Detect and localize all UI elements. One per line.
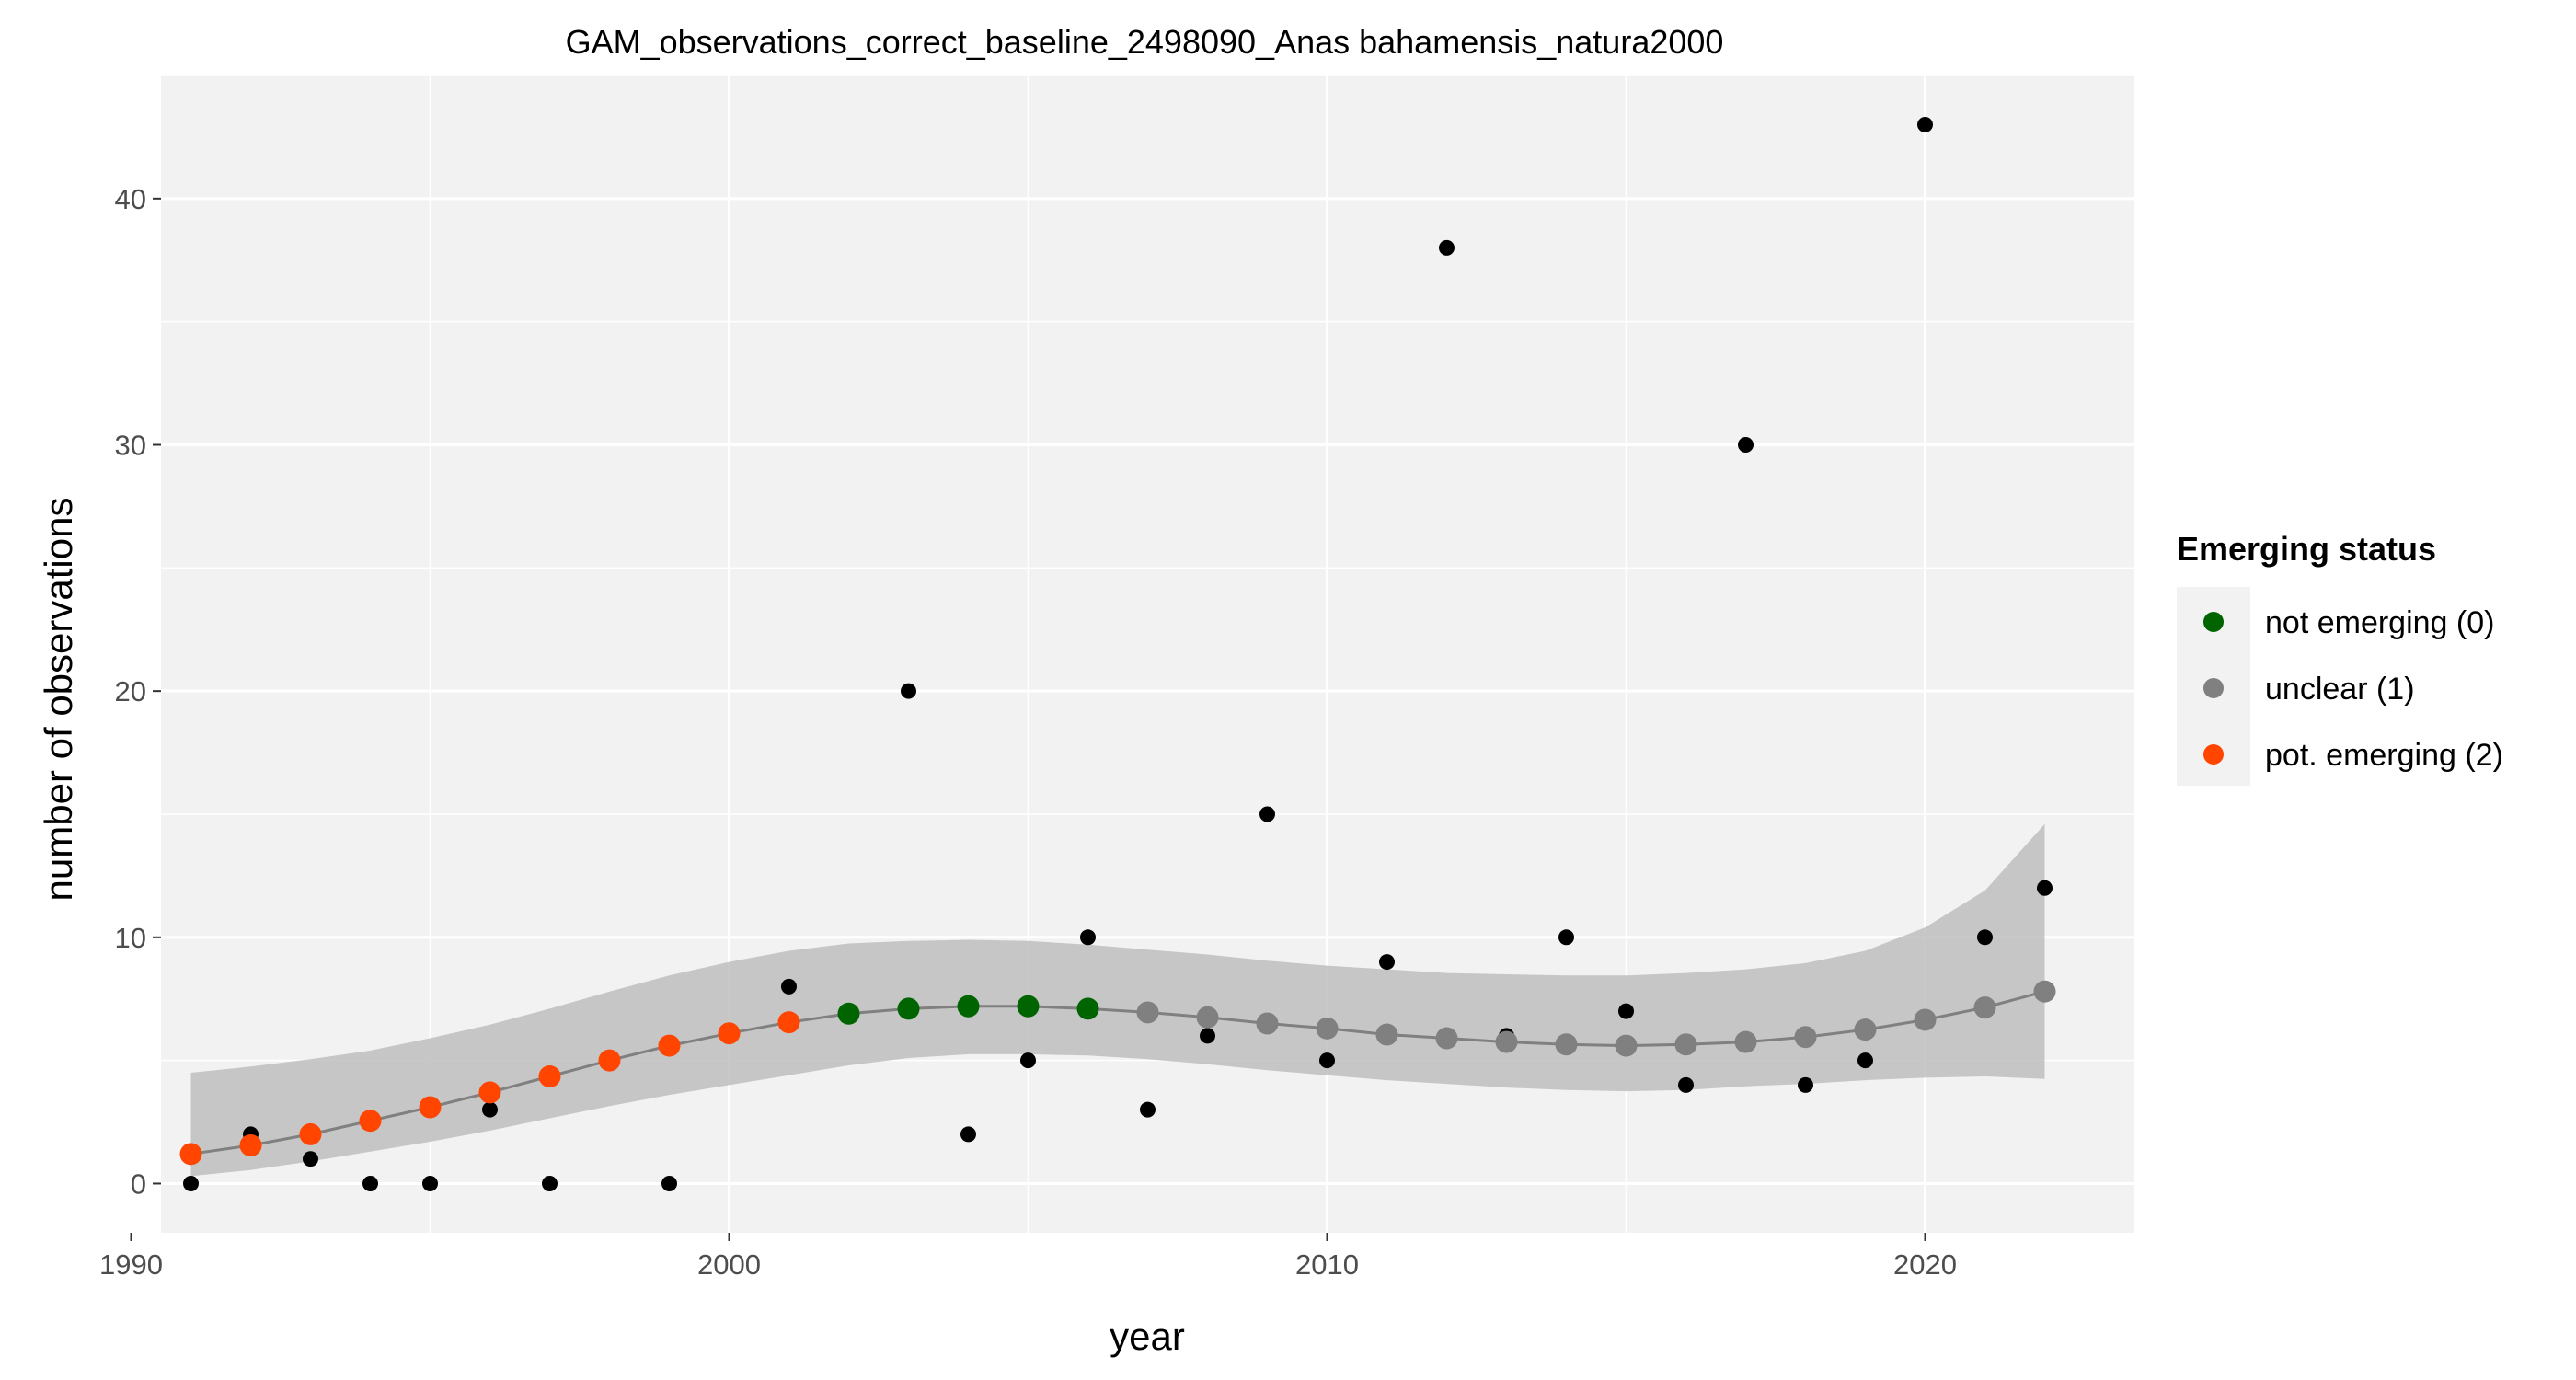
x-tick-label: 1990 [99, 1248, 163, 1281]
observation-point [901, 683, 916, 699]
x-tick-label: 2010 [1295, 1248, 1359, 1281]
fit-point [1076, 997, 1099, 1020]
fit-point [1495, 1030, 1518, 1053]
observation-point [362, 1175, 378, 1191]
observation-point [183, 1175, 199, 1191]
x-tick-label: 2000 [697, 1248, 761, 1281]
observation-point [1618, 1003, 1634, 1019]
x-axis: 1990 2000 2010 2020 [99, 1233, 1957, 1281]
fit-point [2033, 980, 2056, 1003]
fit-point [1674, 1033, 1697, 1056]
fit-point [1973, 996, 1996, 1019]
plot-title: GAM_observations_correct_baseline_249809… [566, 23, 1724, 61]
legend-key-dot [2203, 678, 2224, 698]
fit-point [179, 1143, 202, 1166]
fit-point [419, 1096, 442, 1119]
legend-entry-label: pot. emerging (2) [2265, 738, 2503, 773]
fit-point [478, 1081, 501, 1104]
observation-point [1558, 929, 1574, 946]
observation-point [482, 1101, 498, 1118]
observation-point [1977, 929, 1993, 946]
observation-point [781, 978, 797, 995]
legend-entry-label: not emerging (0) [2265, 605, 2494, 640]
observation-point [1140, 1101, 1156, 1118]
y-axis: 0 10 20 30 40 [115, 183, 161, 1200]
fit-point [1854, 1018, 1877, 1041]
fit-point [239, 1133, 262, 1156]
fit-point [1555, 1033, 1578, 1056]
fit-point [598, 1049, 621, 1072]
y-tick-label: 0 [131, 1167, 146, 1200]
fit-point [1794, 1026, 1817, 1049]
x-axis-title: year [1110, 1315, 1185, 1358]
fit-point [1196, 1006, 1219, 1029]
fit-point [1435, 1027, 1458, 1050]
observation-point [1200, 1028, 1215, 1044]
fit-point [897, 997, 920, 1020]
fit-point [1316, 1017, 1339, 1040]
observation-point [1379, 954, 1395, 971]
y-tick-label: 30 [115, 429, 146, 461]
observation-point [1020, 1052, 1036, 1069]
legend-entries: not emerging (0) unclear (1) pot. emerging… [2203, 605, 2503, 773]
observation-point [661, 1175, 677, 1191]
observation-point [422, 1175, 438, 1191]
observation-point [1798, 1076, 1813, 1093]
legend-entry-label: unclear (1) [2265, 672, 2415, 707]
observation-point [303, 1151, 318, 1167]
observation-point [1738, 436, 1754, 453]
y-tick-label: 10 [115, 922, 146, 954]
fit-point [837, 1002, 860, 1025]
y-axis-title: number of observations [37, 498, 80, 902]
fit-point [1734, 1030, 1757, 1053]
observation-point [960, 1126, 976, 1143]
fit-point [1375, 1023, 1398, 1046]
fit-point [359, 1110, 382, 1133]
fit-point [1136, 1001, 1159, 1024]
fit-point [777, 1011, 800, 1034]
observation-point [1259, 806, 1275, 822]
fit-point [538, 1065, 561, 1088]
observation-point [542, 1175, 558, 1191]
y-tick-label: 20 [115, 675, 146, 707]
fit-point [1615, 1034, 1638, 1057]
legend-key-dot [2203, 612, 2224, 632]
fit-point [718, 1022, 741, 1045]
y-tick-label: 40 [115, 183, 146, 215]
fit-point [1017, 995, 1040, 1018]
x-tick-label: 2020 [1893, 1248, 1957, 1281]
observation-point [1917, 117, 1933, 133]
legend-title: Emerging status [2177, 530, 2436, 568]
observation-point [1439, 239, 1455, 256]
fit-point [1256, 1012, 1279, 1035]
confidence-band [190, 823, 2045, 1177]
fit-point [1914, 1008, 1937, 1031]
observation-point [2037, 880, 2053, 896]
observation-point [1080, 929, 1096, 946]
fit-point [658, 1034, 681, 1057]
legend: Emerging status not emerging (0) unclear … [2177, 530, 2503, 786]
fit-point [299, 1122, 322, 1145]
observation-point [1857, 1052, 1873, 1069]
fit-points [179, 980, 2056, 1166]
observation-point [1319, 1052, 1335, 1069]
observation-point [1678, 1076, 1694, 1093]
fit-point [957, 995, 980, 1018]
legend-key-dot [2203, 744, 2224, 765]
